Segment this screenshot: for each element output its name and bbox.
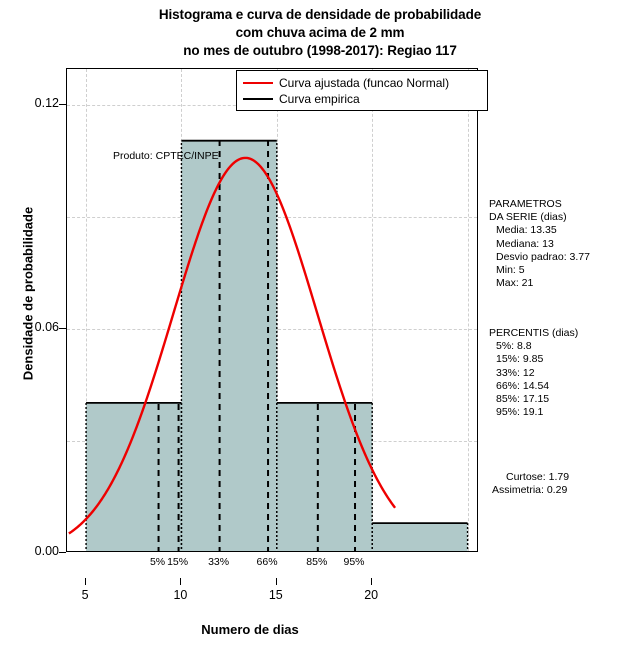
histogram-bar xyxy=(372,523,468,551)
legend-item-label: Curva ajustada (funcao Normal) xyxy=(279,76,450,90)
produto-annotation: Produto: CPTEC/INPE xyxy=(113,150,219,162)
legend-color-swatch xyxy=(243,82,273,84)
parameters-header-line-1: PARAMETROS xyxy=(489,198,562,210)
percentil-85: 85%: 17.15 xyxy=(496,393,550,406)
percentil-33: 33%: 12 xyxy=(496,366,535,379)
percentile-marker-label: 66% xyxy=(256,556,278,568)
parameter-media: Media: 13.35 xyxy=(496,224,557,237)
parameters-header-line-2: DA SERIE (dias) xyxy=(489,211,567,224)
x-axis-tick-mark xyxy=(180,578,182,585)
parameters-block: PARAMETROS DA SERIE (dias) Media: 13.35 … xyxy=(489,198,590,290)
parameter-desvio-padrao: Desvio padrao: 3.77 xyxy=(496,250,590,263)
percentil-66: 66%: 14.54 xyxy=(496,379,550,392)
percentile-marker-label: 95% xyxy=(343,556,365,568)
percentil-5: 5%: 8.8 xyxy=(496,340,532,353)
percentil-95: 95%: 19.1 xyxy=(496,406,544,419)
histogram-bar xyxy=(181,140,277,551)
x-axis-tick-label: 5 xyxy=(81,588,89,602)
percentis-block: PERCENTIS (dias) 5%: 8.8 15%: 9.85 33%: … xyxy=(489,327,578,419)
x-axis-tick-label: 10 xyxy=(173,588,188,602)
plot-area xyxy=(66,68,478,552)
y-axis-tick-mark xyxy=(59,327,66,329)
parameter-mediana: Mediana: 13 xyxy=(496,237,554,250)
x-axis-tick-label: 15 xyxy=(268,588,283,602)
parameter-max: Max: 21 xyxy=(496,277,534,290)
moment-assimetria: Assimetria: 0.29 xyxy=(492,484,568,497)
percentile-marker-label: 33% xyxy=(208,556,230,568)
y-axis-tick-label: 0.00 xyxy=(34,544,59,558)
percentile-marker-label: 85% xyxy=(306,556,328,568)
x-axis-tick-label: 20 xyxy=(364,588,379,602)
chart-title: Histograma e curva de densidade de proba… xyxy=(0,6,640,60)
grid-line-vertical xyxy=(276,69,278,551)
percentil-15: 15%: 9.85 xyxy=(496,353,544,366)
chart-legend: Curva ajustada (funcao Normal) Curva empi… xyxy=(236,70,488,111)
percentile-marker-label: 15% xyxy=(167,556,189,568)
grid-line-vertical xyxy=(467,69,469,551)
parameter-min: Min: 5 xyxy=(496,264,525,277)
legend-item: Curva empirica xyxy=(241,91,487,107)
percentile-marker-label: 5% xyxy=(149,556,166,568)
x-axis-title: Numero de dias xyxy=(201,622,299,637)
histogram-bar xyxy=(86,402,182,551)
moments-block: Curtose: 1.79 Assimetria: 0.29 xyxy=(492,471,569,497)
y-axis-tick-label: 0.12 xyxy=(34,95,59,110)
y-axis-tick-label: 0.06 xyxy=(34,319,59,334)
x-axis-tick-mark xyxy=(275,578,277,585)
legend-item: Curva ajustada (funcao Normal) xyxy=(241,75,487,91)
y-axis-tick-mark xyxy=(59,103,66,105)
legend-item-label: Curva empirica xyxy=(279,92,360,106)
legend-color-swatch xyxy=(243,98,273,100)
grid-line-vertical xyxy=(86,69,88,551)
y-axis-title: Densidade de probabilidade xyxy=(20,206,36,381)
y-axis-tick-mark xyxy=(59,552,66,553)
fitted-normal-curve xyxy=(68,156,397,535)
chart-title-line-3: no mes de outubro (1998-2017): Regiao 11… xyxy=(183,43,457,58)
grid-line-vertical xyxy=(372,69,374,551)
histogram-bar xyxy=(276,402,373,551)
x-axis-tick-mark xyxy=(371,578,373,585)
chart-title-line-1: Histograma e curva de densidade de proba… xyxy=(158,7,482,22)
x-axis-tick-mark xyxy=(85,578,87,585)
percentis-header: PERCENTIS (dias) xyxy=(489,327,579,339)
chart-title-line-2: com chuva acima de 2 mm xyxy=(235,25,405,40)
moment-curtose: Curtose: 1.79 xyxy=(506,471,570,483)
histogram-svg xyxy=(68,139,469,551)
